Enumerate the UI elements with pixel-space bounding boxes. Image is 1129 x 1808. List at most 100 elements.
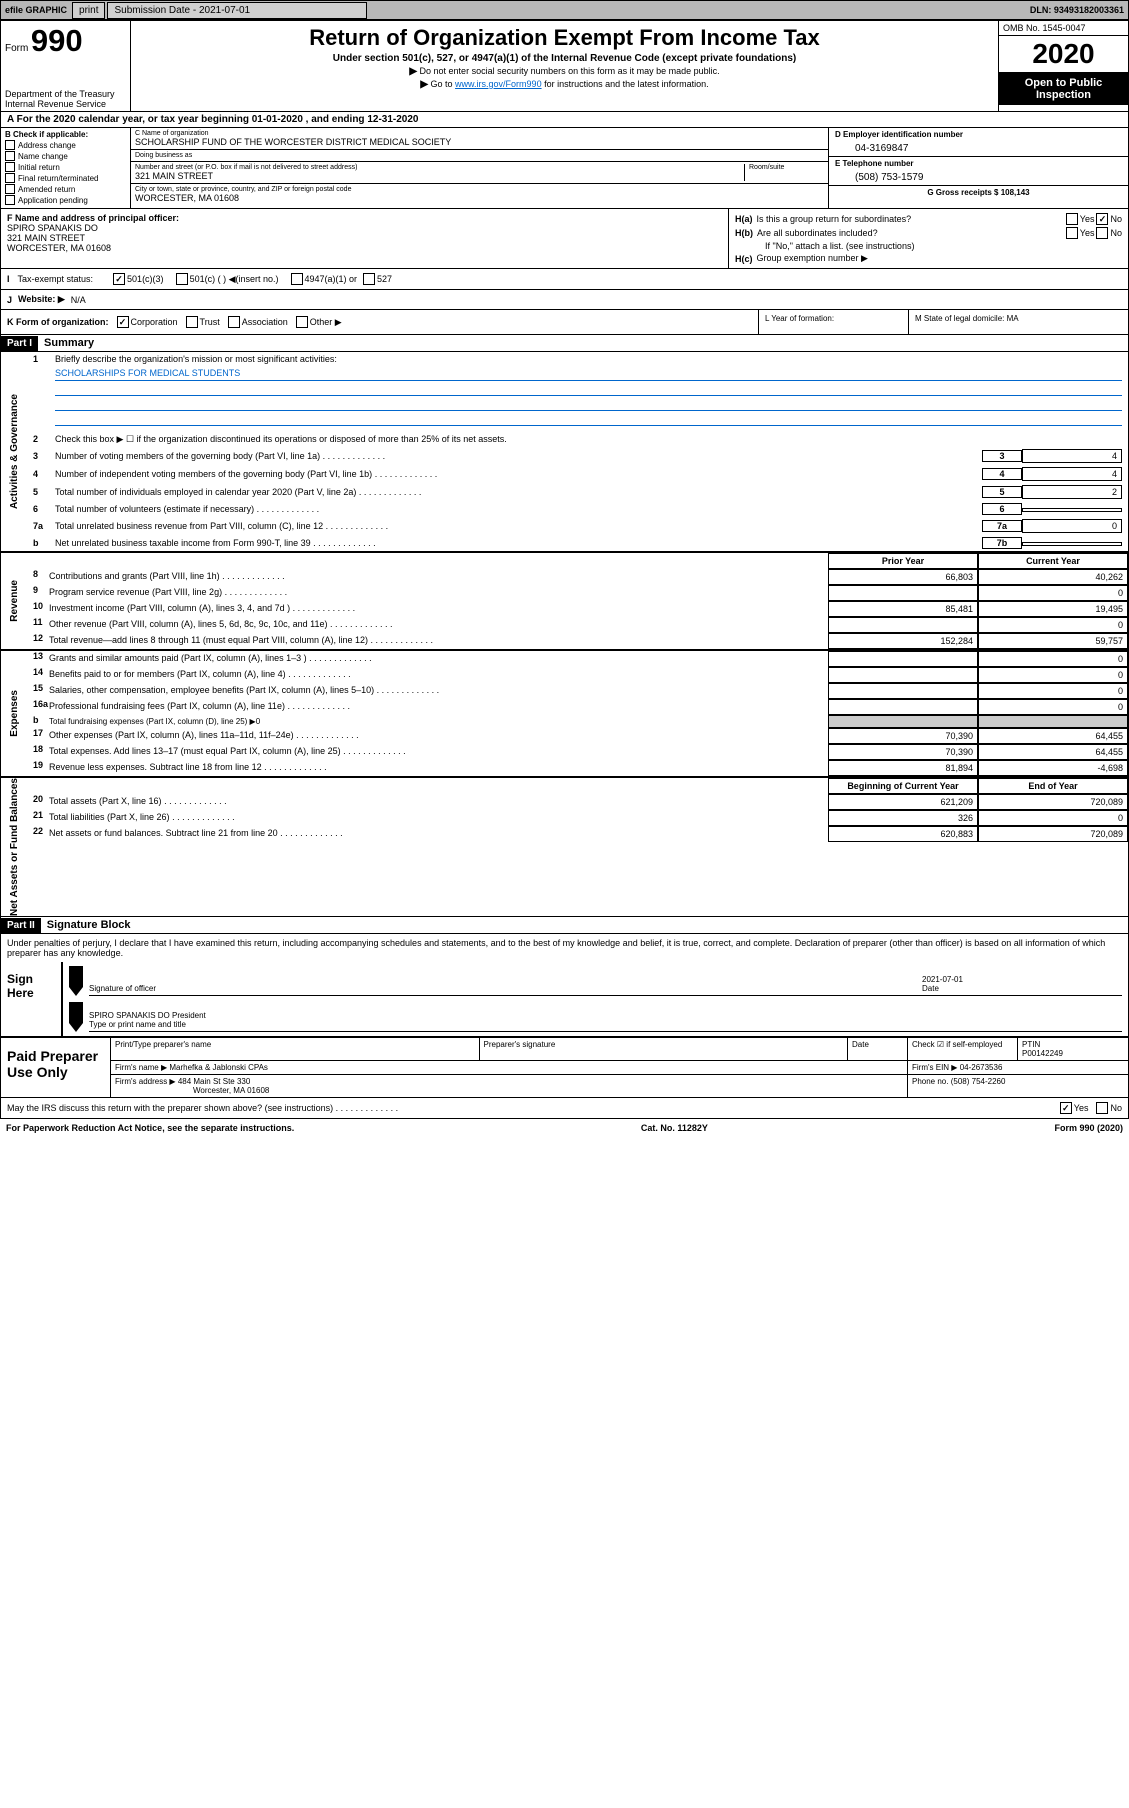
prior-year-header: Prior Year — [828, 553, 978, 569]
footer-right: Form 990 (2020) — [1054, 1123, 1123, 1133]
website-row: J Website: ▶ N/A — [0, 290, 1129, 310]
prep-name-label: Print/Type preparer's name — [111, 1038, 480, 1060]
form-header: Form 990 Department of the Treasury Inte… — [0, 20, 1129, 112]
table-row: 8Contributions and grants (Part VIII, li… — [27, 569, 1128, 585]
year-formation: L Year of formation: — [758, 310, 908, 334]
hb-no-checkbox[interactable] — [1096, 227, 1108, 239]
info-right: D Employer identification number 04-3169… — [828, 128, 1128, 208]
ptin-cell: PTINP00142249 — [1018, 1038, 1128, 1060]
officer-addr1: 321 MAIN STREET — [7, 233, 722, 243]
firm-address: Firm's address ▶ 484 Main St Ste 330Worc… — [111, 1075, 908, 1097]
summary-expenses: Expenses 13Grants and similar amounts pa… — [0, 650, 1129, 777]
table-row: 16aProfessional fundraising fees (Part I… — [27, 699, 1128, 715]
officer-addr2: WORCESTER, MA 01608 — [7, 243, 722, 253]
submission-date: Submission Date - 2021-07-01 — [107, 2, 367, 19]
4947-checkbox[interactable] — [291, 273, 303, 285]
form-title: Return of Organization Exempt From Incom… — [135, 25, 994, 51]
assoc-checkbox[interactable] — [228, 316, 240, 328]
line7a-value: 0 — [1022, 519, 1122, 533]
table-row: 11Other revenue (Part VIII, column (A), … — [27, 617, 1128, 633]
table-row: 9Program service revenue (Part VIII, lin… — [27, 585, 1128, 601]
korg-row: K Form of organization: ✓Corporation Tru… — [0, 310, 1129, 335]
officer-row: F Name and address of principal officer:… — [0, 209, 1129, 269]
ein-label: D Employer identification number — [835, 130, 1122, 139]
checkbox-initial[interactable] — [5, 162, 15, 172]
dln-label: DLN: 93493182003361 — [1026, 5, 1128, 15]
501c3-checkbox[interactable]: ✓ — [113, 273, 125, 285]
section-c: C Name of organization SCHOLARSHIP FUND … — [131, 128, 828, 208]
vlabel-expenses: Expenses — [9, 690, 20, 737]
city-label: City or town, state or province, country… — [135, 186, 824, 193]
print-button[interactable]: print — [72, 2, 105, 19]
sig-date: 2021-07-01Date — [922, 975, 1122, 996]
sig-intro: Under penalties of perjury, I declare th… — [1, 934, 1128, 962]
irs-label: Internal Revenue Service — [5, 99, 126, 109]
table-row: 13Grants and similar amounts paid (Part … — [27, 651, 1128, 667]
irs-link[interactable]: www.irs.gov/Form990 — [455, 79, 542, 89]
preparer-block: Paid Preparer Use Only Print/Type prepar… — [0, 1037, 1129, 1098]
efile-label: efile GRAPHIC — [1, 5, 71, 15]
form-number: 990 — [31, 23, 83, 58]
checkbox-pending[interactable] — [5, 195, 15, 205]
table-row: 14Benefits paid to or for members (Part … — [27, 667, 1128, 683]
part1-label: Part I — [1, 336, 38, 351]
vlabel-netassets: Net Assets or Fund Balances — [9, 778, 20, 916]
table-row: 21Total liabilities (Part X, line 26)326… — [27, 810, 1128, 826]
website-value: N/A — [71, 295, 86, 305]
checkbox-name[interactable] — [5, 151, 15, 161]
preparer-label: Paid Preparer Use Only — [1, 1038, 111, 1097]
phone-value: (508) 753-1579 — [835, 168, 1122, 183]
527-checkbox[interactable] — [363, 273, 375, 285]
checkbox-final[interactable] — [5, 173, 15, 183]
part2-title: Signature Block — [41, 917, 137, 933]
state-domicile: M State of legal domicile: MA — [908, 310, 1128, 334]
title-line2-post: for instructions and the latest informat… — [542, 79, 709, 89]
officer-name: SPIRO SPANAKIS DO — [7, 223, 722, 233]
title-line2-pre: Go to — [431, 79, 456, 89]
corp-checkbox[interactable]: ✓ — [117, 316, 129, 328]
title-cell: Return of Organization Exempt From Incom… — [131, 21, 998, 111]
section-h: H(a) Is this a group return for subordin… — [728, 209, 1128, 268]
self-employed: Check ☑ if self-employed — [908, 1038, 1018, 1060]
addr-value: 321 MAIN STREET — [135, 171, 744, 181]
line7b-value — [1022, 542, 1122, 546]
discuss-yes-checkbox[interactable]: ✓ — [1060, 1102, 1072, 1114]
officer-signature-field[interactable]: Signature of officer — [89, 984, 922, 996]
begin-year-header: Beginning of Current Year — [828, 778, 978, 794]
line4-value: 4 — [1022, 467, 1122, 481]
form-subtitle: Under section 501(c), 527, or 4947(a)(1)… — [135, 53, 994, 64]
table-row: 18Total expenses. Add lines 13–17 (must … — [27, 744, 1128, 760]
ha-no-checkbox[interactable]: ✓ — [1096, 213, 1108, 225]
mission-text: SCHOLARSHIPS FOR MEDICAL STUDENTS — [55, 368, 1122, 381]
other-checkbox[interactable] — [296, 316, 308, 328]
dept-label: Department of the Treasury — [5, 89, 126, 99]
hb-yes-checkbox[interactable] — [1066, 227, 1078, 239]
year-cell: OMB No. 1545-0047 2020 Open to Public In… — [998, 21, 1128, 111]
section-b: B Check if applicable: Address change Na… — [1, 128, 131, 208]
dba-label: Doing business as — [135, 152, 824, 159]
title-line1: Do not enter social security numbers on … — [420, 66, 720, 76]
checkbox-amended[interactable] — [5, 184, 15, 194]
vlabel-revenue: Revenue — [9, 580, 20, 622]
footer-mid: Cat. No. 11282Y — [641, 1123, 708, 1133]
trust-checkbox[interactable] — [186, 316, 198, 328]
gross-receipts: G Gross receipts $ 108,143 — [835, 188, 1122, 197]
inspection-label: Open to Public Inspection — [999, 73, 1128, 105]
line5-value: 2 — [1022, 485, 1122, 499]
firm-ein: Firm's EIN ▶ 04-2673536 — [908, 1061, 1128, 1074]
discuss-no-checkbox[interactable] — [1096, 1102, 1108, 1114]
summary-governance: Activities & Governance 1Briefly describ… — [0, 352, 1129, 552]
sign-here-label: Sign Here — [1, 962, 61, 1036]
checkbox-address[interactable] — [5, 140, 15, 150]
tax-year: 2020 — [999, 36, 1128, 73]
room-label: Room/suite — [749, 164, 824, 171]
501c-checkbox[interactable] — [176, 273, 188, 285]
irs-discuss-row: May the IRS discuss this return with the… — [0, 1098, 1129, 1119]
section-b-label: B Check if applicable: — [5, 130, 126, 139]
footer-left: For Paperwork Reduction Act Notice, see … — [6, 1123, 294, 1133]
sig-arrow-icon — [69, 1002, 83, 1032]
ha-yes-checkbox[interactable] — [1066, 213, 1078, 225]
org-name-label: C Name of organization — [135, 130, 824, 137]
table-row: 20Total assets (Part X, line 16)621,2097… — [27, 794, 1128, 810]
officer-label: F Name and address of principal officer: — [7, 213, 722, 223]
